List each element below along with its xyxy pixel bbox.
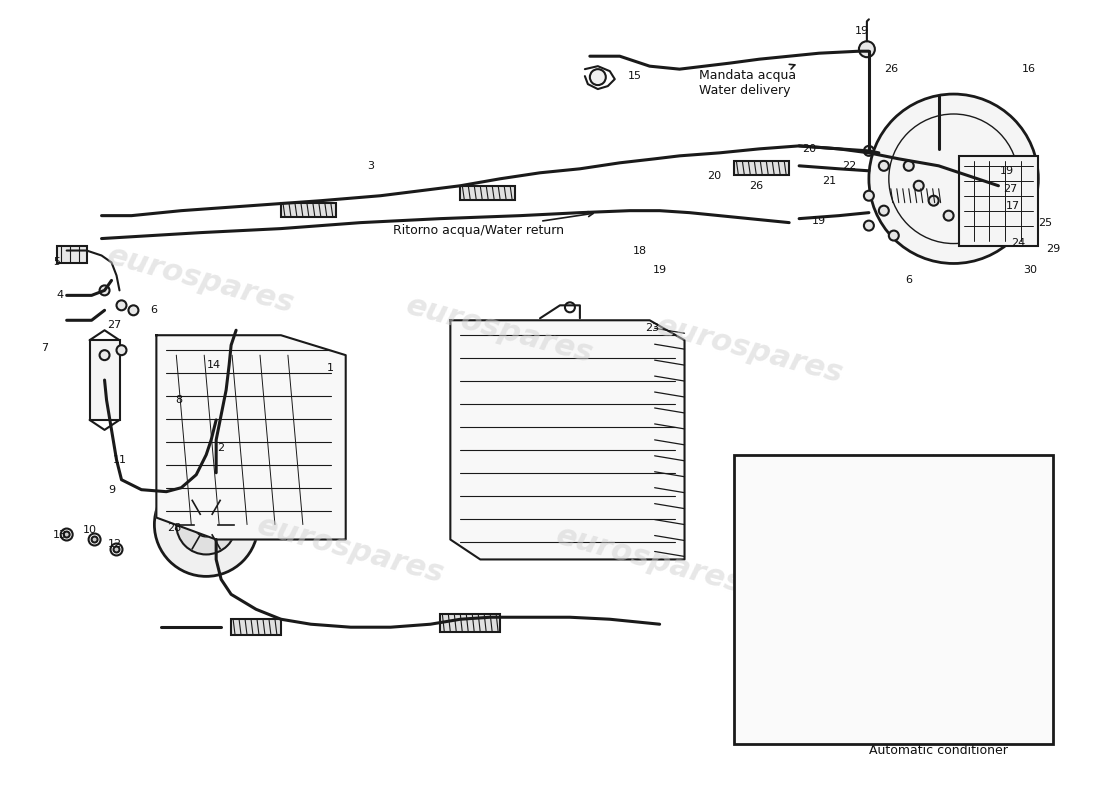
Text: eurospares: eurospares xyxy=(652,311,846,389)
Circle shape xyxy=(100,286,110,295)
Text: 1: 1 xyxy=(328,363,334,373)
Text: 25: 25 xyxy=(1038,218,1053,228)
Polygon shape xyxy=(450,320,684,559)
Circle shape xyxy=(176,494,236,554)
Text: 20: 20 xyxy=(802,144,816,154)
Text: 16: 16 xyxy=(847,482,861,493)
Circle shape xyxy=(859,42,874,57)
Circle shape xyxy=(565,302,575,312)
Text: 20: 20 xyxy=(707,170,722,181)
Text: 23: 23 xyxy=(646,323,660,334)
Text: 6: 6 xyxy=(150,306,157,315)
Circle shape xyxy=(117,345,126,355)
Circle shape xyxy=(91,537,98,542)
Circle shape xyxy=(825,486,833,494)
Circle shape xyxy=(110,543,122,555)
Text: 2: 2 xyxy=(218,443,224,453)
Text: 19: 19 xyxy=(855,26,869,36)
Text: 17: 17 xyxy=(1006,201,1021,210)
Text: 3: 3 xyxy=(367,161,374,171)
Text: 12: 12 xyxy=(108,539,122,550)
Bar xyxy=(460,186,515,200)
Text: 27: 27 xyxy=(1003,184,1018,194)
Text: 15: 15 xyxy=(628,71,641,81)
Circle shape xyxy=(851,484,862,496)
Text: Condizionatore automatico: Condizionatore automatico xyxy=(869,730,1038,743)
Circle shape xyxy=(944,210,954,221)
Circle shape xyxy=(879,161,889,170)
Text: 29: 29 xyxy=(1046,243,1060,254)
Bar xyxy=(735,161,789,174)
Circle shape xyxy=(904,161,914,170)
Text: 16: 16 xyxy=(1021,64,1035,74)
Text: 8: 8 xyxy=(176,395,183,405)
Circle shape xyxy=(914,181,924,190)
Text: 11: 11 xyxy=(112,454,126,465)
Text: 13: 13 xyxy=(53,530,67,539)
Text: eurospares: eurospares xyxy=(553,521,747,598)
Bar xyxy=(440,614,500,632)
Text: 19: 19 xyxy=(887,557,901,566)
Bar xyxy=(834,579,879,610)
Circle shape xyxy=(117,300,126,310)
Circle shape xyxy=(195,513,218,537)
Circle shape xyxy=(864,221,873,230)
Text: 14: 14 xyxy=(207,360,221,370)
Text: Ritorno acqua/Water return: Ritorno acqua/Water return xyxy=(393,212,593,237)
Polygon shape xyxy=(156,335,345,539)
Text: 27: 27 xyxy=(108,320,122,330)
Text: 10: 10 xyxy=(82,525,97,534)
Text: eurospares: eurospares xyxy=(104,242,298,319)
Text: 4: 4 xyxy=(56,290,64,300)
Bar xyxy=(889,189,944,202)
Circle shape xyxy=(864,190,873,201)
Circle shape xyxy=(889,230,899,241)
Circle shape xyxy=(590,69,606,85)
Circle shape xyxy=(869,94,1038,263)
Text: 30: 30 xyxy=(1023,266,1037,275)
Text: 22: 22 xyxy=(842,161,856,171)
Bar xyxy=(280,202,336,217)
Text: 26: 26 xyxy=(883,64,898,74)
Text: 18: 18 xyxy=(854,709,868,719)
Text: 18: 18 xyxy=(632,246,647,255)
Text: Automatic conditioner: Automatic conditioner xyxy=(869,744,1008,758)
Circle shape xyxy=(89,534,100,546)
Text: 21: 21 xyxy=(822,176,836,186)
Text: 19: 19 xyxy=(999,166,1013,176)
Circle shape xyxy=(864,146,873,156)
Text: 28: 28 xyxy=(167,522,182,533)
Circle shape xyxy=(803,484,815,496)
Circle shape xyxy=(100,350,110,360)
Text: 19: 19 xyxy=(812,216,826,226)
Circle shape xyxy=(60,529,73,541)
Circle shape xyxy=(129,306,139,315)
Bar xyxy=(735,455,1053,744)
Bar xyxy=(837,570,877,582)
Circle shape xyxy=(113,546,120,553)
Circle shape xyxy=(928,196,938,206)
Circle shape xyxy=(154,473,258,576)
Text: Mandata acqua
Water delivery: Mandata acqua Water delivery xyxy=(700,64,796,97)
Bar xyxy=(89,340,120,420)
Bar xyxy=(958,156,1038,246)
Text: 6: 6 xyxy=(905,275,912,286)
Bar xyxy=(231,619,280,635)
Circle shape xyxy=(64,531,69,538)
Text: 7: 7 xyxy=(41,343,48,353)
Text: 5: 5 xyxy=(53,258,60,267)
Text: eurospares: eurospares xyxy=(254,510,448,589)
Text: 19: 19 xyxy=(652,266,667,275)
Text: eurospares: eurospares xyxy=(404,291,597,369)
Text: 26: 26 xyxy=(749,181,763,190)
Circle shape xyxy=(879,206,889,216)
Bar xyxy=(57,246,87,263)
Text: 24: 24 xyxy=(1011,238,1025,247)
Text: 9: 9 xyxy=(108,485,115,494)
